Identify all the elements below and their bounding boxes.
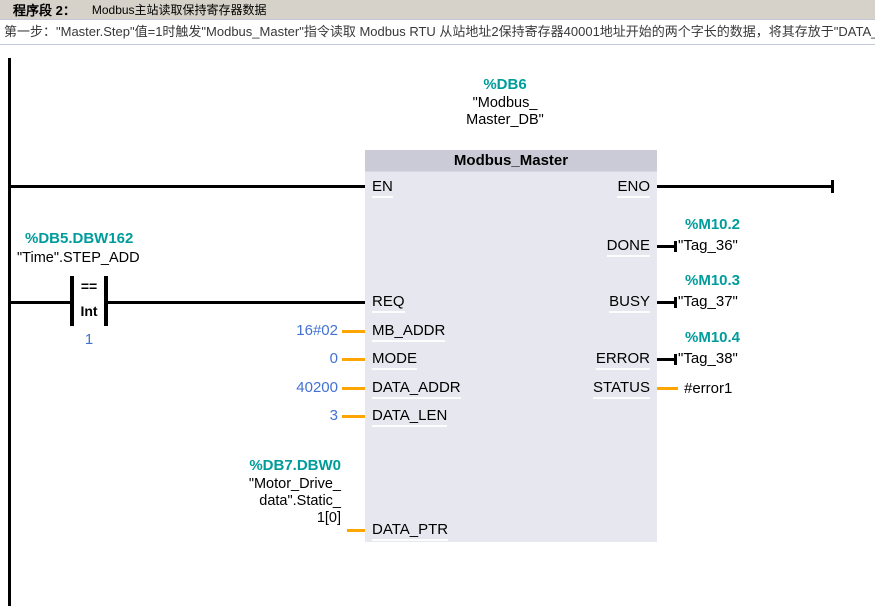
compare-contact-bar-right (104, 276, 108, 326)
done-operand[interactable]: %M10.2 "Tag_36" (678, 213, 740, 254)
pin-data-addr[interactable]: DATA_ADDR (372, 380, 461, 399)
data-ptr-operand-line1: "Motor_Drive_ (248, 476, 341, 492)
pin-eno[interactable]: ENO (617, 179, 650, 198)
pin-done[interactable]: DONE (606, 238, 650, 257)
value-mode[interactable]: 0 (329, 350, 338, 367)
network-title-bar[interactable]: 程序段 2： Modbus主站读取保持寄存器数据 (0, 0, 875, 19)
network-comment[interactable]: 第一步："Master.Step"值=1时触发"Modbus_Master"指令… (0, 19, 875, 45)
instance-db-address[interactable]: %DB6 (483, 76, 527, 93)
wire-error-terminal (674, 354, 677, 365)
error-operand-name[interactable]: "Tag_38" (678, 350, 738, 367)
instance-db-name-line2: Master_DB" (466, 112, 544, 128)
compare-data-type[interactable]: Int (80, 303, 98, 319)
value-mb-addr[interactable]: 16#02 (296, 322, 338, 339)
network-title-text[interactable]: Modbus主站读取保持寄存器数据 (91, 3, 267, 17)
power-rail (8, 58, 11, 606)
wire-done-terminal (674, 241, 677, 252)
value-data-len[interactable]: 3 (329, 407, 338, 424)
pin-mode[interactable]: MODE (372, 351, 417, 370)
compare-contact-bar-left (70, 276, 74, 326)
pin-status[interactable]: STATUS (593, 380, 650, 399)
pin-mb-addr[interactable]: MB_ADDR (372, 323, 446, 342)
wire-en-rung (8, 185, 365, 188)
data-ptr-operand[interactable]: %DB7.DBW0 "Motor_Drive_ data".Static_ 1[… (249, 456, 341, 527)
wire-req-rung-right (106, 301, 365, 304)
wire-status (657, 387, 678, 390)
data-ptr-operand-line2: data".Static_ (259, 493, 341, 509)
pin-error[interactable]: ERROR (595, 351, 650, 370)
wire-req-rung-left (8, 301, 72, 304)
error-operand[interactable]: %M10.4 "Tag_38" (678, 326, 740, 367)
busy-operand[interactable]: %M10.3 "Tag_37" (678, 269, 740, 310)
ladder-canvas: == Int 1 %DB5.DBW162 "Time".STEP_ADD %DB… (0, 45, 875, 606)
pin-data-len[interactable]: DATA_LEN (372, 408, 448, 427)
pin-en[interactable]: EN (372, 179, 393, 198)
wire-error (657, 358, 674, 361)
wire-busy (657, 301, 674, 304)
data-ptr-operand-line3: 1[0] (316, 510, 341, 526)
data-ptr-operand-address[interactable]: %DB7.DBW0 (249, 457, 341, 474)
compare-operand-address[interactable]: %DB5.DBW162 (25, 230, 134, 247)
wire-data-addr (342, 387, 365, 390)
value-data-addr[interactable]: 40200 (296, 379, 338, 396)
wire-data-len (342, 415, 365, 418)
done-operand-name[interactable]: "Tag_36" (678, 237, 738, 254)
modbus-master-block-header[interactable]: Modbus_Master (365, 150, 657, 172)
busy-operand-address[interactable]: %M10.3 (685, 272, 741, 289)
compare-operator[interactable]: == (80, 278, 98, 294)
compare-operand-name[interactable]: "Time".STEP_ADD (17, 250, 140, 266)
wire-mb-addr (342, 330, 365, 333)
done-operand-address[interactable]: %M10.2 (685, 216, 741, 233)
wire-busy-terminal (674, 297, 677, 308)
wire-mode (342, 358, 365, 361)
compare-value[interactable]: 1 (84, 331, 94, 348)
wire-data-ptr (347, 529, 365, 532)
modbus-master-block-body[interactable] (365, 150, 657, 542)
block-title: Modbus_Master (453, 152, 569, 169)
wire-eno (657, 185, 833, 188)
status-operand[interactable]: #error1 (684, 380, 733, 397)
pin-busy[interactable]: BUSY (609, 294, 650, 313)
error-operand-address[interactable]: %M10.4 (685, 329, 741, 346)
wire-done (657, 245, 674, 248)
pin-req[interactable]: REQ (372, 294, 405, 313)
instance-db-name-line1: "Modbus_ (472, 95, 538, 111)
pin-data-ptr[interactable]: DATA_PTR (372, 522, 449, 541)
instance-db-operand[interactable]: %DB6 "Modbus_ Master_DB" (420, 75, 590, 129)
busy-operand-name[interactable]: "Tag_37" (678, 293, 738, 310)
wire-eno-terminal (831, 180, 834, 193)
network-number-label: 程序段 2： (13, 3, 76, 18)
